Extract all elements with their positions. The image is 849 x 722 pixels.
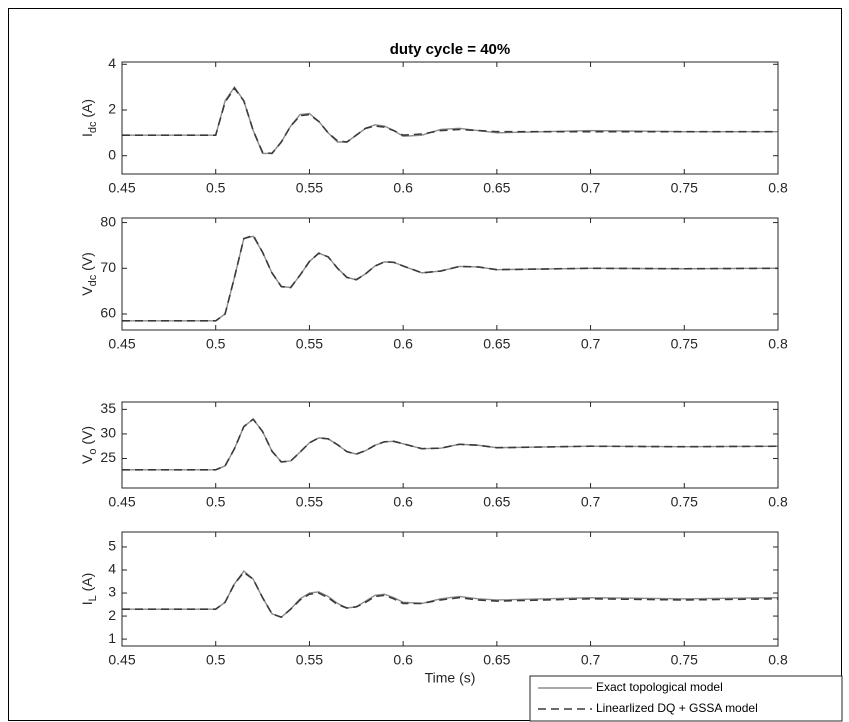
y-tick-label: 35 bbox=[100, 400, 116, 416]
y-label-unit: (A) bbox=[79, 573, 95, 596]
x-tick-label: 0.6 bbox=[393, 180, 413, 196]
y-axis-label: IL (A) bbox=[79, 573, 99, 606]
y-tick-label: 3 bbox=[108, 584, 116, 600]
axes-box bbox=[121, 531, 779, 647]
legend-label: Exact topological model bbox=[596, 680, 723, 694]
x-tick-label: 0.5 bbox=[206, 180, 226, 196]
y-tick-label: 2 bbox=[108, 101, 116, 117]
x-tick-label: 0.7 bbox=[581, 652, 601, 668]
y-tick-label: 4 bbox=[108, 561, 116, 577]
y-tick-label: 2 bbox=[108, 607, 116, 623]
y-label-sub: L bbox=[87, 595, 99, 601]
x-tick-label: 0.8 bbox=[768, 180, 788, 196]
x-tick-label: 0.7 bbox=[581, 494, 601, 510]
y-label-sub: dc bbox=[87, 274, 99, 286]
x-tick-label: 0.75 bbox=[671, 180, 698, 196]
y-label-sub: dc bbox=[87, 121, 99, 133]
y-tick-label: 70 bbox=[100, 259, 116, 275]
y-label-main: V bbox=[79, 286, 95, 296]
x-tick-label: 0.7 bbox=[581, 336, 601, 352]
y-label-main: I bbox=[79, 601, 95, 605]
x-tick-label: 0.45 bbox=[108, 494, 135, 510]
plot-area bbox=[122, 218, 778, 330]
x-tick-label: 0.65 bbox=[483, 652, 510, 668]
x-tick-label: 0.45 bbox=[108, 336, 135, 352]
y-axis-label: Vo (V) bbox=[79, 426, 99, 464]
y-label-unit: (V) bbox=[79, 426, 95, 449]
x-tick-label: 0.65 bbox=[483, 180, 510, 196]
x-tick-label: 0.6 bbox=[393, 494, 413, 510]
y-axis-label: Idc (A) bbox=[79, 99, 99, 137]
plot-area bbox=[122, 402, 778, 488]
x-tick-label: 0.65 bbox=[483, 336, 510, 352]
y-axis-label: Vdc (V) bbox=[79, 252, 99, 296]
x-tick-label: 0.75 bbox=[671, 336, 698, 352]
data-line bbox=[122, 571, 778, 619]
x-tick-label: 0.75 bbox=[671, 652, 698, 668]
y-tick-label: 80 bbox=[100, 213, 116, 229]
x-tick-label: 0.8 bbox=[768, 494, 788, 510]
x-tick-label: 0.5 bbox=[206, 336, 226, 352]
x-tick-label: 0.55 bbox=[296, 336, 323, 352]
y-tick-label: 1 bbox=[108, 630, 116, 646]
x-tick-label: 0.5 bbox=[206, 494, 226, 510]
x-tick-label: 0.55 bbox=[296, 180, 323, 196]
y-label-main: I bbox=[79, 133, 95, 137]
y-label-unit: (V) bbox=[79, 252, 95, 275]
data-line bbox=[122, 235, 778, 322]
axes-box bbox=[121, 217, 779, 331]
x-tick-label: 0.8 bbox=[768, 652, 788, 668]
x-tick-label: 0.6 bbox=[393, 652, 413, 668]
y-tick-label: 30 bbox=[100, 425, 116, 441]
x-tick-label: 0.45 bbox=[108, 652, 135, 668]
axes-box bbox=[121, 61, 779, 175]
y-tick-label: 60 bbox=[100, 305, 116, 321]
x-tick-label: 0.75 bbox=[671, 494, 698, 510]
legend-box bbox=[529, 675, 843, 722]
x-tick-label: 0.7 bbox=[581, 180, 601, 196]
y-label-main: V bbox=[79, 454, 95, 464]
x-tick-label: 0.5 bbox=[206, 652, 226, 668]
x-tick-label: 0.55 bbox=[296, 494, 323, 510]
plot-area bbox=[122, 532, 778, 646]
x-tick-label: 0.55 bbox=[296, 652, 323, 668]
x-tick-label: 0.6 bbox=[393, 336, 413, 352]
chart-title: duty cycle = 40% bbox=[390, 41, 510, 58]
x-tick-label: 0.65 bbox=[483, 494, 510, 510]
y-label-unit: (A) bbox=[79, 99, 95, 122]
y-label-sub: o bbox=[87, 449, 99, 455]
data-line bbox=[122, 86, 778, 155]
y-tick-label: 0 bbox=[108, 146, 116, 162]
y-tick-label: 25 bbox=[100, 449, 116, 465]
x-tick-label: 0.45 bbox=[108, 180, 135, 196]
plot-area bbox=[122, 62, 778, 174]
axes-box bbox=[121, 401, 779, 489]
x-axis-label: Time (s) bbox=[425, 670, 476, 686]
data-line bbox=[122, 418, 778, 471]
legend-label: Linearlized DQ + GSSA model bbox=[596, 701, 758, 715]
y-tick-label: 5 bbox=[108, 538, 116, 554]
x-tick-label: 0.8 bbox=[768, 336, 788, 352]
y-tick-label: 4 bbox=[108, 55, 116, 71]
